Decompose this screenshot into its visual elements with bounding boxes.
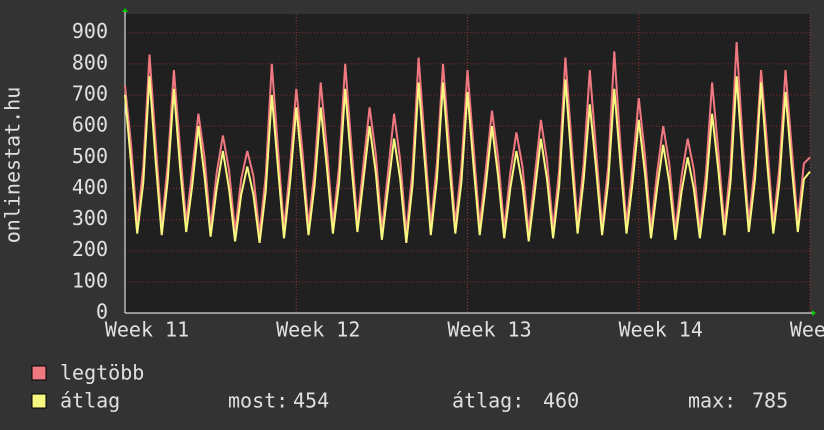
y-tick-label: 0 bbox=[96, 300, 108, 324]
y-tick-label: 600 bbox=[72, 113, 108, 137]
x-tick-label: Week 11 bbox=[105, 318, 189, 342]
y-tick-label: 900 bbox=[72, 19, 108, 43]
y-tick-label: 200 bbox=[72, 237, 108, 261]
axis-arrow bbox=[812, 310, 816, 316]
x-tick-label: Week 14 bbox=[619, 318, 703, 342]
y-tick-label: 800 bbox=[72, 50, 108, 74]
y-tick-label: 300 bbox=[72, 206, 108, 230]
stat-value: 460 bbox=[543, 389, 579, 413]
y-axis-title: onlinestat.hu bbox=[1, 87, 25, 244]
legend-swatch bbox=[31, 365, 47, 381]
x-tick-label: Week 13 bbox=[447, 318, 531, 342]
y-tick-label: 500 bbox=[72, 144, 108, 168]
y-tick-label: 400 bbox=[72, 175, 108, 199]
y-tick-label: 700 bbox=[72, 81, 108, 105]
series-line bbox=[124, 76, 811, 244]
stat-value: 454 bbox=[293, 389, 329, 413]
stat-value: 785 bbox=[752, 389, 788, 413]
legend-label: átlag bbox=[60, 389, 120, 413]
stat-label: max: bbox=[688, 389, 736, 413]
legend-label: legtöbb bbox=[60, 361, 144, 385]
legend-swatch bbox=[31, 393, 47, 409]
y-tick-label: 100 bbox=[72, 268, 108, 292]
axis-arrow bbox=[122, 8, 128, 12]
series-line bbox=[124, 41, 811, 234]
stat-label: most: bbox=[228, 389, 288, 413]
x-tick-label: Week 12 bbox=[276, 318, 360, 342]
x-tick-label: Week 15 bbox=[790, 318, 824, 342]
stat-label: átlag: bbox=[452, 389, 524, 413]
